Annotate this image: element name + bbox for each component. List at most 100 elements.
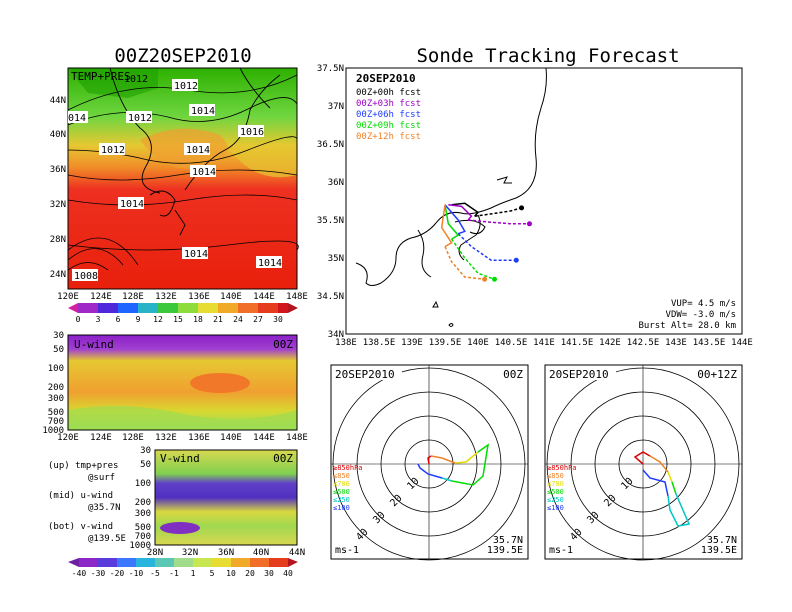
lon-tick: 132E <box>155 292 177 302</box>
svg-text:1012: 1012 <box>124 74 148 85</box>
wind-cb-tick: 1 <box>191 569 196 578</box>
lat-tick: 36N <box>218 548 234 558</box>
lon-tick: 138.5E <box>363 338 396 348</box>
hodo-date: 20SEP2010 <box>335 368 395 381</box>
isobar-label: 014 <box>68 111 88 124</box>
isobar-label: 1012 <box>126 111 152 124</box>
vwind-panel: V-wind 00Z 30 50 100 200 300 500 700 100… <box>129 446 305 558</box>
hodo-trace-green <box>451 443 490 486</box>
vdw-text: VDW= -3.0 m/s <box>666 310 736 320</box>
lat-tick: 35N <box>328 254 344 264</box>
isobar-labels: 1012 1012 1014 1016 014 1012 1012 1014 1… <box>68 74 282 282</box>
svg-text:1008: 1008 <box>74 271 98 282</box>
level-label: ≤850 <box>333 472 350 480</box>
wind-cb-tick: 30 <box>264 569 274 578</box>
landing-point-0 <box>519 205 525 211</box>
wind-cb-tick: 5 <box>210 569 215 578</box>
isobar-label: 1014 <box>256 256 282 269</box>
level-label: ≤250 <box>333 496 350 504</box>
p-tick: 1000 <box>42 426 64 436</box>
track-map: 37.5N 37N 36.5N 36N 35.5N 35N 34.5N 34N … <box>317 64 753 348</box>
hodo-trace-yellow <box>454 451 479 464</box>
track-ascent-2 <box>444 204 466 235</box>
note-bot-sub: @139.5E <box>88 534 126 544</box>
temp-cb-tick: 12 <box>153 315 163 324</box>
hodo-trace-yellow <box>667 471 673 483</box>
hodo-lat: 35.7N <box>493 535 523 546</box>
svg-text:1014: 1014 <box>186 145 210 156</box>
note-up: (up) tmp+pres <box>48 461 118 471</box>
lat-tick: 36N <box>328 178 344 188</box>
hodo-trace-cyan <box>441 477 453 482</box>
track-ascent-1 <box>448 204 473 221</box>
lon-tick: 143.5E <box>693 338 726 348</box>
p-tick: 50 <box>140 460 151 470</box>
hodo-time: 00+12Z <box>697 368 737 381</box>
wind-cb-tick: -10 <box>129 569 144 578</box>
p-tick: 500 <box>135 523 151 533</box>
legend-entry: 00Z+12h fcst <box>356 132 421 142</box>
svg-text:1014: 1014 <box>184 249 208 260</box>
level-label: ≤700 <box>547 480 564 488</box>
wind-colorbar: -40 -30 -20 -10 -5 -1 1 5 10 20 30 40 <box>68 558 298 578</box>
track-ascent-4 <box>440 204 453 248</box>
temp-cb-tick: 24 <box>233 315 243 324</box>
landing-point-3 <box>492 276 497 282</box>
lat-tick: 35.5N <box>317 216 344 226</box>
hodo-trace-red <box>427 455 432 465</box>
lon-tick: 128E <box>122 292 144 302</box>
hodograph-right: 10 20 30 40 20SEP2010 00+12Z ≥850hPa ≤85… <box>544 364 743 561</box>
p-tick: 200 <box>135 498 151 508</box>
note-mid: (mid) u-wind <box>48 491 113 501</box>
legend-entry: 00Z+00h fcst <box>356 88 421 98</box>
hodo-lon: 139.5E <box>487 545 523 556</box>
level-label: ≤100 <box>547 504 564 512</box>
p-tick: 700 <box>135 532 151 542</box>
temp-cb-tick: 30 <box>273 315 283 324</box>
temp-panel: TEMP+PRES 1012 1012 1014 1016 014 1012 1… <box>50 67 308 302</box>
wind-cb-tick: -1 <box>169 569 179 578</box>
legend-entry: 00Z+09h fcst <box>356 121 421 131</box>
level-label: ≤700 <box>333 480 350 488</box>
lon-tick: 144E <box>253 292 275 302</box>
note-up-sub: @surf <box>88 473 115 483</box>
lat-tick: 40N <box>253 548 269 558</box>
wind-cb-tick: 40 <box>283 569 293 578</box>
wind-cb-tick: -30 <box>91 569 106 578</box>
level-label: ≥850hPa <box>333 464 363 472</box>
temp-cb-tick: 9 <box>136 315 141 324</box>
wind-cb-tick: -40 <box>72 569 87 578</box>
isobar-label: 1014 <box>182 247 208 260</box>
uwind-time: 00Z <box>273 338 293 351</box>
p-tick: 30 <box>140 446 151 456</box>
isobar-label: 1012 <box>172 79 198 92</box>
vup-text: VUP= 4.5 m/s <box>671 299 736 309</box>
hodo-trace-blue <box>417 463 443 479</box>
svg-text:1016: 1016 <box>240 127 264 138</box>
temp-cb-tick: 15 <box>173 315 183 324</box>
lat-tick: 37.5N <box>317 64 344 74</box>
hodo-trace-orange <box>430 455 456 464</box>
lon-tick: 138E <box>335 338 357 348</box>
lon-tick: 143E <box>665 338 687 348</box>
track-ascent-0 <box>451 202 480 217</box>
lon-tick: 140.5E <box>495 338 528 348</box>
island <box>432 300 439 308</box>
vwind-time: 00Z <box>273 452 293 465</box>
p-tick: 100 <box>135 479 151 489</box>
legend-entry: 00Z+06h fcst <box>356 110 421 120</box>
landing-point-4 <box>482 276 488 282</box>
level-label: ≤250 <box>547 496 564 504</box>
panel-notes: (up) tmp+pres @surf (mid) u-wind @35.7N … <box>48 461 126 544</box>
vwind-label: V-wind <box>160 452 200 465</box>
lat-tick: 28N <box>50 235 66 245</box>
lon-tick: 141.5E <box>561 338 594 348</box>
track-descent-1 <box>468 219 530 225</box>
lat-tick: 32N <box>50 200 66 210</box>
temp-cb-tick: 6 <box>116 315 121 324</box>
lon-tick: 142.5E <box>627 338 660 348</box>
p-tick: 500 <box>48 408 64 418</box>
hodo-unit: ms-1 <box>335 545 359 556</box>
svg-text:1012: 1012 <box>174 81 198 92</box>
lat-tick: 34N <box>328 330 344 340</box>
